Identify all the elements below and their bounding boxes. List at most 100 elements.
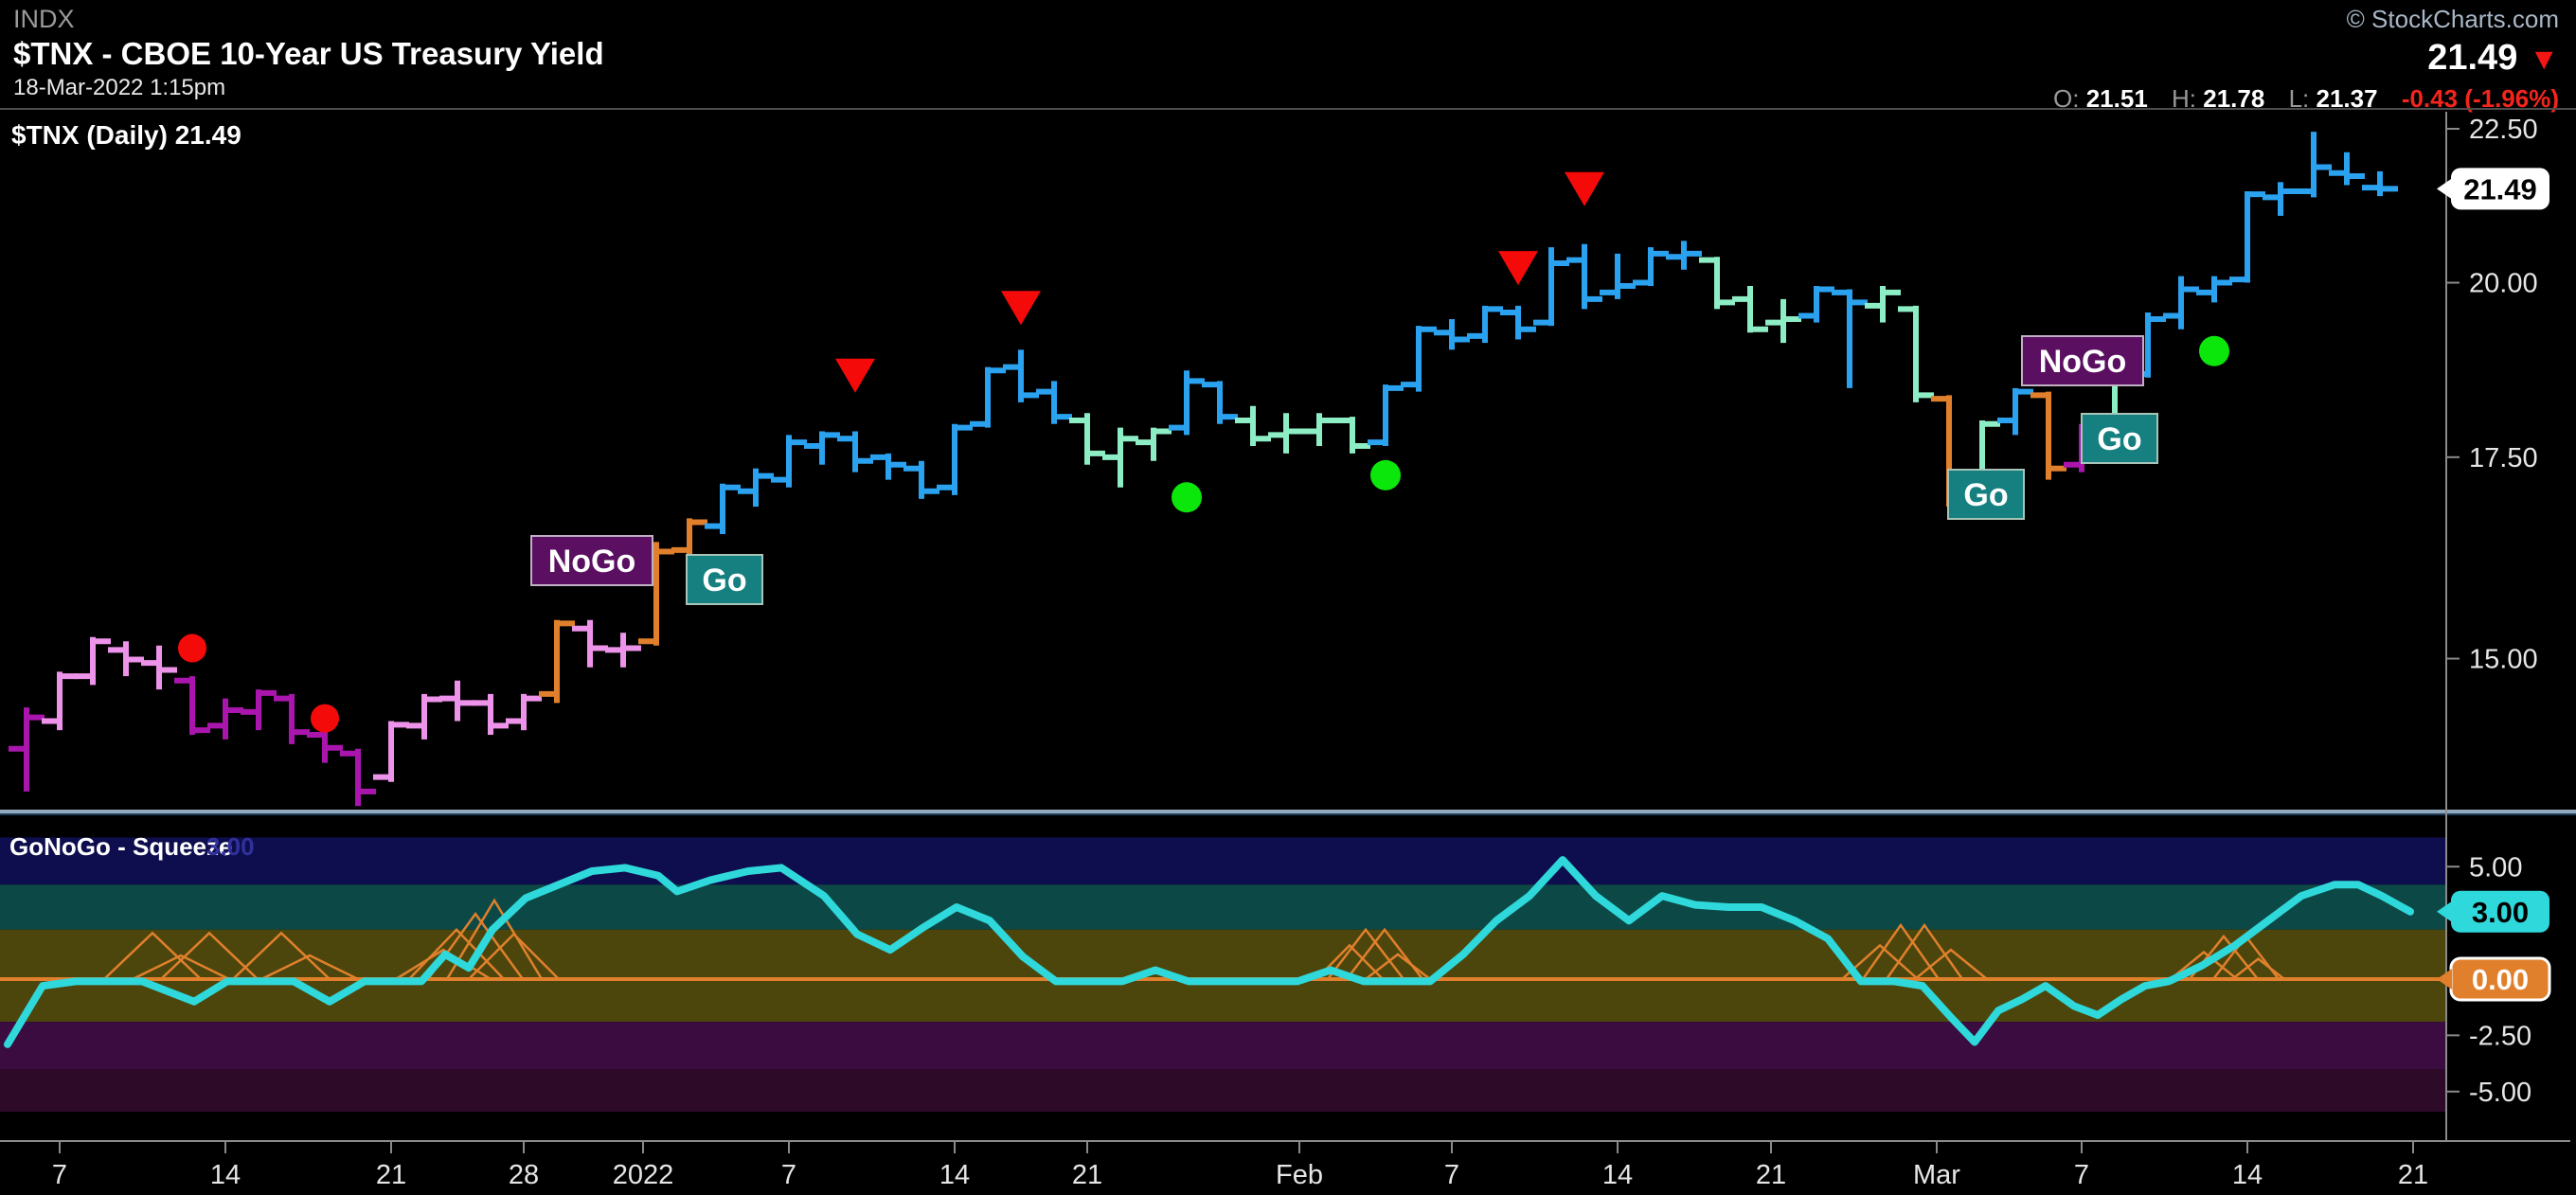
svg-text:21: 21 [2398, 1160, 2428, 1190]
price-bar [1434, 319, 1470, 350]
svg-text:14: 14 [210, 1160, 241, 1190]
price-bar [771, 435, 807, 488]
price-bar [75, 636, 111, 686]
svg-text:2022: 2022 [613, 1160, 674, 1190]
price-bar [738, 468, 774, 508]
price-bar [1036, 381, 1072, 424]
svg-text:7: 7 [1444, 1160, 1459, 1190]
price-bar [1202, 381, 1238, 424]
price-bar [970, 366, 1006, 428]
squeeze-panel-label: GoNoGo - Squeeze [9, 832, 232, 861]
svg-text:21: 21 [1072, 1160, 1102, 1190]
header-divider [0, 108, 2576, 110]
price-bar [439, 680, 475, 722]
svg-text:Go: Go [702, 562, 746, 598]
price-bar [1268, 413, 1304, 454]
nogo-circle-icon [311, 704, 339, 733]
svg-text:Go: Go [2097, 421, 2141, 457]
price-bar [373, 721, 409, 782]
svg-text:22.50: 22.50 [2469, 115, 2538, 145]
svg-text:-2.50: -2.50 [2469, 1021, 2531, 1051]
main-panel-label: $TNX (Daily) 21.49 [11, 120, 242, 150]
panel-separator [0, 810, 2576, 813]
low-label: L: [2288, 84, 2310, 113]
price-bar [1633, 247, 1669, 286]
go-label: Go [2081, 413, 2158, 464]
trend-labels: NoGo Go NoGo Go Go [530, 335, 2158, 605]
signal-markers [178, 171, 2229, 733]
page-title: $TNX - CBOE 10-Year US Treasury Yield [13, 35, 604, 71]
price-bar [1003, 349, 1039, 402]
price-bar [2163, 276, 2199, 330]
timestamp-label: 18-Mar-2022 1:15pm [13, 74, 226, 100]
last-price-row: 21.49 ▼ [2053, 38, 2559, 79]
price-bar [638, 542, 674, 646]
price-bar [274, 693, 310, 744]
price-bar [1467, 305, 1503, 344]
svg-text:-5.00: -5.00 [2469, 1078, 2531, 1108]
price-bar [1798, 285, 1834, 323]
nogo-label: NoGo [530, 535, 653, 586]
svg-text:28: 28 [509, 1160, 539, 1190]
go-circle-icon [1172, 482, 1202, 513]
price-bars [9, 132, 2398, 807]
go-circle-icon [1370, 459, 1401, 490]
svg-text:21.49: 21.49 [2463, 172, 2537, 205]
last-price-value: 21.49 [2427, 38, 2518, 78]
price-bar [903, 460, 939, 499]
svg-text:17.50: 17.50 [2469, 443, 2538, 473]
price-bar [1401, 326, 1437, 392]
price-bar [473, 693, 509, 736]
price-bar [2030, 391, 2066, 480]
svg-text:0.00: 0.00 [2472, 963, 2529, 996]
price-bar [1235, 405, 1271, 447]
price-bar [1334, 417, 1370, 454]
svg-text:3.00: 3.00 [2472, 896, 2529, 929]
copyright-label: © StockCharts.com [2346, 5, 2559, 33]
axis-price-bubble: 21.49 [2437, 168, 2549, 210]
squeeze-bands [0, 837, 2446, 1113]
price-bar [340, 748, 376, 807]
chart-header-left: INDX $TNX - CBOE 10-Year US Treasury Yie… [13, 5, 604, 102]
price-bar [1666, 241, 1702, 270]
price-bar [539, 619, 575, 704]
price-bar [870, 453, 906, 480]
svg-text:14: 14 [939, 1160, 970, 1190]
price-bar [42, 671, 78, 731]
price-bar [937, 423, 973, 495]
svg-text:14: 14 [2232, 1160, 2263, 1190]
price-bar [1865, 285, 1901, 323]
chart-header-right: © StockCharts.com 21.49 ▼ O: 21.51 H: 21.… [2053, 5, 2559, 114]
price-bar [1898, 305, 1934, 402]
svg-text:NoGo: NoGo [548, 544, 636, 580]
price-bar [1765, 298, 1801, 344]
svg-text:15.00: 15.00 [2469, 645, 2538, 675]
svg-text:21: 21 [1756, 1160, 1786, 1190]
price-bar [1533, 247, 1569, 327]
svg-text:20.00: 20.00 [2469, 269, 2538, 299]
svg-text:7: 7 [2074, 1160, 2089, 1190]
svg-text:21: 21 [376, 1160, 406, 1190]
price-bar [1566, 243, 1602, 310]
price-bar [1832, 289, 1868, 388]
price-bar [1169, 370, 1205, 436]
nogo-circle-icon [178, 633, 206, 663]
price-bar [1600, 253, 1636, 299]
price-bar [174, 676, 210, 736]
go-circle-icon [2199, 335, 2229, 366]
price-bar [9, 707, 45, 792]
exchange-label: INDX [13, 5, 75, 33]
price-bar [1368, 384, 1404, 447]
price-bar [108, 641, 144, 677]
price-bar [1069, 413, 1105, 465]
price-bar [605, 633, 641, 668]
price-bar [1699, 257, 1735, 310]
price-bar [2362, 170, 2398, 197]
nogo-triangle-icon [1001, 291, 1041, 326]
nogo-label: NoGo [2021, 335, 2144, 386]
axis-price-bubble: 3.00 [2437, 890, 2549, 933]
nogo-triangle-icon [1498, 251, 1538, 286]
price-bar [406, 693, 442, 740]
price-bar [2329, 152, 2365, 186]
